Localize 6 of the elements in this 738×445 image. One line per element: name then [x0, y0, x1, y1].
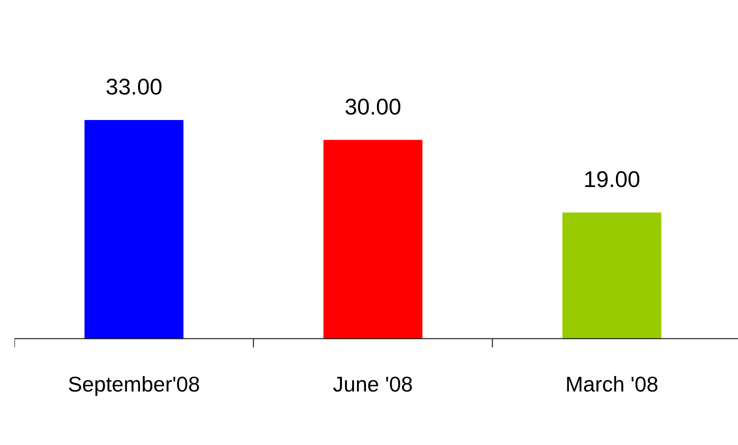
- data-label: 30.00: [344, 93, 402, 120]
- data-label: 19.00: [584, 166, 640, 192]
- x-tick-label: September'08: [68, 372, 200, 396]
- data-label: 33.00: [106, 74, 162, 100]
- x-tick-label: March '08: [565, 372, 658, 396]
- x-tick-label: June '08: [332, 372, 413, 396]
